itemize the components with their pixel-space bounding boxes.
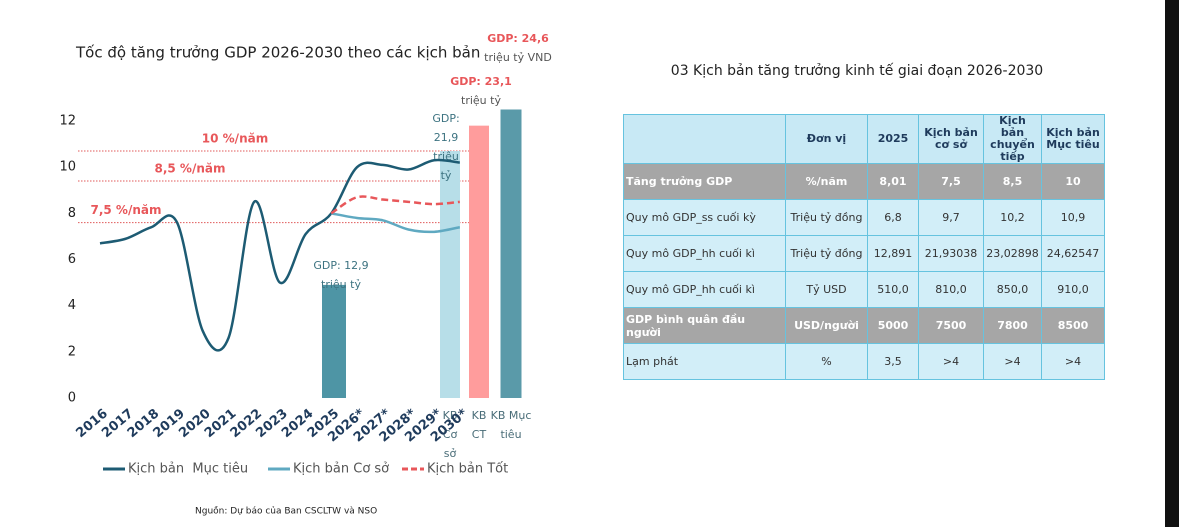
table-cell: 6,8 xyxy=(867,199,919,236)
annotation-box: GDP: 12,9 triệu tỷ xyxy=(306,256,376,294)
table-cell: 810,0 xyxy=(918,271,984,308)
table-row: Quy mô GDP_ss cuối kỳ Triệu tỷ đồng 6,8 9,7… xyxy=(623,199,1105,236)
table-cell: 850,0 xyxy=(983,271,1042,308)
bar-label: KB CT xyxy=(471,409,487,441)
annotation-unit: triệu tỷ xyxy=(433,150,459,182)
table-cell: 910,0 xyxy=(1041,271,1105,308)
bar-annotation: GDP: 12,9 triệu tỷ xyxy=(306,256,376,294)
table-cell: 8,5 xyxy=(983,163,1042,200)
header-cell: Kịch bản Mục tiêu xyxy=(1041,114,1105,164)
reference-label: 8,5 %/năm xyxy=(155,162,226,176)
table-cell: 7,5 xyxy=(918,163,984,200)
annotation-head: GDP: 12,9 xyxy=(313,259,369,272)
series-line xyxy=(331,212,461,234)
table-cell: >4 xyxy=(1041,343,1105,380)
y-tick-label: 6 xyxy=(68,252,76,267)
table-title: 03 Kịch bản tăng trưởng kinh tế giai đoạ… xyxy=(670,63,1044,79)
table-cell: Quy mô GDP_hh cuối kì xyxy=(623,235,786,272)
header-cell: Đơn vị xyxy=(785,114,868,164)
table-cell: 510,0 xyxy=(867,271,919,308)
table-cell: % xyxy=(785,343,868,380)
annotation-unit: triệu tỷ xyxy=(321,278,361,291)
annotation-unit: triệu tỷ VND xyxy=(484,51,552,64)
edge xyxy=(1165,0,1179,527)
bar-label: KB Mục tiêu xyxy=(490,409,532,441)
table-cell: 24,62547 xyxy=(1041,235,1105,272)
header-row: Đơn vị 2025 Kịch bản cơ sở Kịch bản chuyển … xyxy=(623,114,1105,164)
source: Nguồn: Dự báo của Ban CSCLTW và NSO xyxy=(195,506,377,517)
series-line xyxy=(99,158,460,352)
bar xyxy=(500,109,522,398)
table-cell: >4 xyxy=(918,343,984,380)
y-tick-label: 2 xyxy=(68,344,76,359)
table-row: Quy mô GDP_hh cuối kì Tỷ USD 510,0 810,0 850… xyxy=(623,271,1105,308)
table-cell: 10,2 xyxy=(983,199,1042,236)
chart-title: Tốc độ tăng trưởng GDP 2026-2030 theo cá… xyxy=(75,44,480,62)
annotation-head: GDP: 24,6 xyxy=(487,32,549,45)
header-cell xyxy=(623,114,786,164)
table-cell: Lạm phát xyxy=(623,343,786,380)
table-cell: 10 xyxy=(1041,163,1105,200)
table-cell: 7800 xyxy=(983,307,1042,344)
series-line xyxy=(330,195,460,215)
table-row: Tăng trưởng GDP %/năm 8,01 7,5 8,5 10 xyxy=(623,163,1105,200)
bar-label-box: KB Mục tiêu xyxy=(490,409,532,441)
legend-label: Kịch bản Mục tiêu xyxy=(128,462,248,477)
table-cell: Quy mô GDP_hh cuối kì xyxy=(623,271,786,308)
chart: Tốc độ tăng trưởng GDP 2026-2030 theo cá… xyxy=(59,29,555,517)
table-cell: 21,93038 xyxy=(918,235,984,272)
annotation-box: GDP: 23,1 triệu tỷ xyxy=(446,72,516,110)
table-cell: Quy mô GDP_ss cuối kỳ xyxy=(623,199,786,236)
y-tick-label: 12 xyxy=(59,114,76,129)
annotation-unit: triệu tỷ xyxy=(461,94,501,107)
bar-label-box: KB Cơ sở xyxy=(442,409,458,460)
table-cell: Triệu tỷ đồng xyxy=(785,235,868,272)
annotation-head: GDP: 21,9 xyxy=(432,112,460,144)
table-cell: Tỷ USD xyxy=(785,271,868,308)
bar-annotation: GDP: 24,6 triệu tỷ VND xyxy=(481,29,555,67)
table-row: Lạm phát% 3,5 >4 >4 >4 xyxy=(623,343,1105,380)
bar xyxy=(469,125,489,398)
y-tick-label: 8 xyxy=(68,206,76,221)
table-cell: USD/người xyxy=(785,307,868,344)
y-tick-label: 0 xyxy=(68,391,76,406)
table-cell: 12,891 xyxy=(867,235,919,272)
reference-label: 7,5 %/năm xyxy=(91,203,162,217)
annotation-head: GDP: 23,1 xyxy=(450,75,512,88)
bar xyxy=(440,151,460,398)
y-tick-label: 10 xyxy=(59,160,76,175)
bar-label: KB Cơ sở xyxy=(442,409,458,460)
annotation-box: GDP: 24,6 triệu tỷ VND xyxy=(481,29,555,67)
bar xyxy=(322,284,346,398)
table-cell: 10,9 xyxy=(1041,199,1105,236)
table-row: Quy mô GDP_hh cuối kì Triệu tỷ đồng 12,891… xyxy=(623,235,1105,272)
header-cell: Kịch bản chuyển tiếp xyxy=(983,114,1042,164)
table-cell: >4 xyxy=(983,343,1042,380)
table-cell: 7500 xyxy=(918,307,984,344)
header-cell: 2025 xyxy=(867,114,919,164)
legend-label: Kịch bản Tốt xyxy=(427,462,508,477)
bar-annotation: GDP: 23,1 triệu tỷ xyxy=(446,72,516,110)
table-cell: Triệu tỷ đồng xyxy=(785,199,868,236)
table: Đơn vị 2025 Kịch bản cơ sở Kịch bản chuyển … xyxy=(623,114,1105,380)
table-cell: 9,7 xyxy=(918,199,984,236)
header-cell: Kịch bản cơ sở xyxy=(918,114,984,164)
table-row: GDP bình quân đầu người USD/người 5000 7500… xyxy=(623,307,1105,344)
table-cell: Tăng trưởng GDP xyxy=(623,163,786,200)
table-cell: 8500 xyxy=(1041,307,1105,344)
table-cell: GDP bình quân đầu người xyxy=(623,307,786,344)
table-cell: 3,5 xyxy=(867,343,919,380)
table-cell: 5000 xyxy=(867,307,919,344)
table-cell: %/năm xyxy=(785,163,868,200)
table-cell: 23,02898 xyxy=(983,235,1042,272)
table-cell: 8,01 xyxy=(867,163,919,200)
y-tick-label: 4 xyxy=(68,298,76,313)
reference-label: 10 %/năm xyxy=(202,132,268,146)
legend-label: Kịch bản Cơ sở xyxy=(293,462,389,477)
bar-label-box: KB CT xyxy=(471,409,487,441)
